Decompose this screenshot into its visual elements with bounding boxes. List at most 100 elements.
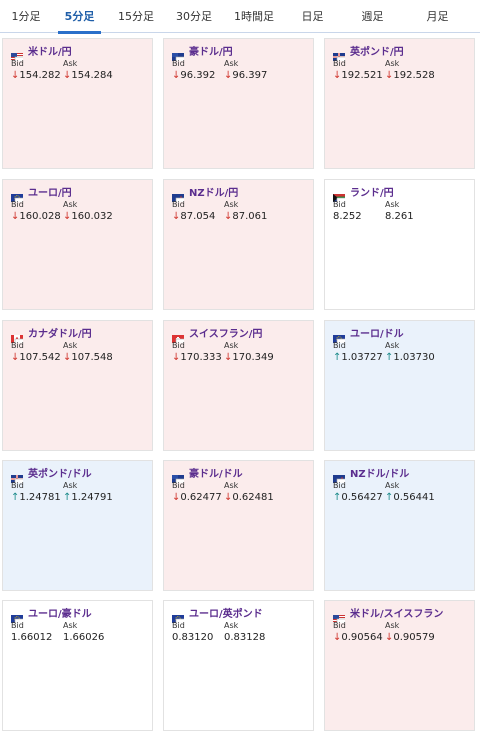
ask-label: Ask [63, 481, 78, 490]
ask-price: 96.397 [232, 70, 268, 81]
tab-6[interactable]: 日足 [301, 10, 324, 23]
candlestick-chart[interactable] [174, 511, 307, 586]
candlestick-chart[interactable] [174, 651, 307, 726]
bid-price: 0.83120 [172, 632, 214, 643]
bid-label: Bid [333, 621, 346, 630]
rate-card[interactable]: 87.387.287.10:351:352:35NZドル/円BidAsk↓87.… [163, 179, 314, 310]
tab-1[interactable]: 1分足 [11, 10, 41, 23]
chart-svg[interactable] [174, 371, 307, 446]
candlestick-chart[interactable] [13, 511, 146, 586]
currency-pair-link[interactable]: ユーロ/英ポンド [189, 608, 263, 620]
chart-svg[interactable] [174, 511, 307, 586]
bid-label: Bid [172, 59, 185, 68]
rate-card[interactable]: 0.6260.6240.6220:351:352:35豪ドル/ドルBidAsk↓… [163, 460, 314, 591]
candlestick-chart[interactable] [174, 89, 307, 164]
rate-card[interactable]: 96.796.696.596.40:351:352:35豪ドル/円BidAsk↓… [163, 38, 314, 169]
rate-card[interactable]: 0.8330.8320.8310:351:352:35ユーロ/英ポンドBidAs… [163, 600, 314, 731]
currency-pair-link[interactable]: NZドル/ドル [350, 468, 410, 480]
bid-label: Bid [333, 200, 346, 209]
candlestick-chart[interactable] [335, 511, 468, 586]
candlestick-chart[interactable] [174, 230, 307, 305]
card-header: 96.796.696.596.40:351:352:35豪ドル/円 [172, 43, 298, 121]
rate-card[interactable]: 193192.8192.60:351:352:35英ポンド/円BidAsk↓19… [324, 38, 475, 169]
rate-card[interactable]: 108107.8107.60:351:352:35カナダドル/円BidAsk↓1… [2, 320, 153, 451]
rate-card[interactable]: 155.2155154.8154.6154.40:351:352:35米ドル/円… [2, 38, 153, 169]
tab-8[interactable]: 月足 [426, 10, 449, 23]
nz-us-flag: 0.5650.5640.5630.5620:351:352:35 [333, 468, 462, 543]
chart-svg[interactable] [335, 89, 468, 164]
chart-svg[interactable] [335, 371, 468, 446]
candlestick-chart[interactable] [174, 371, 307, 446]
rate-card[interactable]: 1.0381.0360:351:352:35ユーロ/ドルBidAsk↑1.037… [324, 320, 475, 451]
rate-card[interactable]: 0.9080.9070.9060.9050:351:352:35米ドル/スイスフ… [324, 600, 475, 731]
bid-label: Bid [333, 59, 346, 68]
card-header: 160.6160.4160.21600:351:352:35ユーロ/円 [11, 184, 140, 262]
currency-pair-link[interactable]: 英ポンド/ドル [28, 468, 92, 480]
au-us-flag: 0.6260.6240.6220:351:352:35 [172, 468, 301, 543]
bid-price: 170.333 [180, 352, 222, 363]
candlestick-chart[interactable] [13, 230, 146, 305]
ask-label: Ask [385, 200, 400, 209]
tab-5[interactable]: 1時間足 [234, 10, 274, 23]
chart-svg[interactable] [13, 511, 146, 586]
tab-3[interactable]: 15分足 [118, 10, 154, 23]
chart-svg[interactable] [335, 651, 468, 726]
ask-label: Ask [224, 200, 239, 209]
tab-4[interactable]: 30分足 [176, 10, 212, 23]
currency-pair-link[interactable]: ユーロ/ドル [350, 328, 404, 340]
card-header: 1.0381.0360:351:352:35ユーロ/ドル [333, 325, 462, 403]
currency-pair-link[interactable]: ユーロ/円 [28, 187, 72, 199]
currency-pair-link[interactable]: 米ドル/円 [28, 46, 72, 58]
eu-gb-flag: 0.8330.8320.8310:351:352:35 [172, 608, 301, 683]
candlestick-chart[interactable] [335, 371, 468, 446]
rate-card[interactable]: 8.268.260:351:352:35ランド/円BidAsk8.2528.26… [324, 179, 475, 310]
bid-value: ↑1.24781 [11, 492, 61, 503]
chart-svg[interactable] [13, 89, 146, 164]
bid-label: Bid [11, 200, 24, 209]
tab-2[interactable]: 5分足 [52, 0, 107, 34]
currency-pair-link[interactable]: カナダドル/円 [28, 328, 92, 340]
bid-label: Bid [11, 481, 24, 490]
chart-svg[interactable] [174, 651, 307, 726]
card-header: 0.9080.9070.9060.9050:351:352:35米ドル/スイスフ… [333, 605, 462, 683]
rate-card[interactable]: 170.8170.6170.40:351:352:35スイスフラン/円BidAs… [163, 320, 314, 451]
candlestick-chart[interactable] [13, 651, 146, 726]
bid-label: Bid [11, 59, 24, 68]
tab-7[interactable]: 週足 [361, 10, 384, 23]
down-arrow-icon: ↓ [333, 632, 342, 643]
nz-jp-flag: 87.387.287.10:351:352:35 [172, 187, 298, 262]
chart-svg[interactable] [13, 371, 146, 446]
ask-value: ↓160.032 [63, 211, 113, 222]
candlestick-chart[interactable] [13, 89, 146, 164]
currency-pair-link[interactable]: 米ドル/スイスフラン [350, 608, 444, 620]
chart-svg[interactable] [13, 651, 146, 726]
chart-svg[interactable] [174, 230, 307, 305]
rate-card[interactable]: 0.5650.5640.5630.5620:351:352:35NZドル/ドルB… [324, 460, 475, 591]
candlestick-chart[interactable] [335, 89, 468, 164]
bid-value: ↓107.542 [11, 352, 61, 363]
currency-pair-link[interactable]: ランド/円 [350, 187, 394, 199]
currency-pair-link[interactable]: NZドル/円 [189, 187, 239, 199]
down-arrow-icon: ↓ [224, 211, 233, 222]
candlestick-chart[interactable] [13, 371, 146, 446]
currency-pair-link[interactable]: 豪ドル/円 [189, 46, 233, 58]
ask-value: ↓0.62481 [224, 492, 274, 503]
chart-svg[interactable] [335, 230, 468, 305]
rate-card[interactable]: 1.2481.2461.2440:351:352:35英ポンド/ドルBidAsk… [2, 460, 153, 591]
rate-card[interactable]: 1.6621.660:351:352:35ユーロ/豪ドルBidAsk1.6601… [2, 600, 153, 731]
rate-card[interactable]: 160.6160.4160.21600:351:352:35ユーロ/円BidAs… [2, 179, 153, 310]
bid-value: ↓160.028 [11, 211, 61, 222]
candlestick-chart[interactable] [335, 651, 468, 726]
ask-label: Ask [385, 59, 400, 68]
down-arrow-icon: ↓ [385, 632, 394, 643]
currency-pair-link[interactable]: ユーロ/豪ドル [28, 608, 92, 620]
bid-price: 1.66012 [11, 632, 53, 643]
currency-pair-link[interactable]: 英ポンド/円 [350, 46, 404, 58]
currency-pair-link[interactable]: スイスフラン/円 [189, 328, 263, 340]
candlestick-chart[interactable] [335, 230, 468, 305]
currency-pair-link[interactable]: 豪ドル/ドル [189, 468, 243, 480]
chart-svg[interactable] [335, 511, 468, 586]
chart-svg[interactable] [174, 89, 307, 164]
chart-svg[interactable] [13, 230, 146, 305]
down-arrow-icon: ↓ [63, 70, 72, 81]
